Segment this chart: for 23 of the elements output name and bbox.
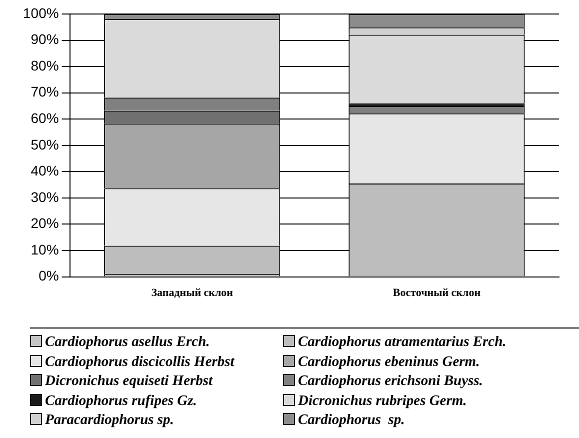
legend-label: Cardiophorus asellus Erch.: [44, 333, 211, 352]
legend-label: Cardiophorus erichsoni Buyss.: [297, 372, 484, 391]
legend-label: Cardiophorus ebeninus Germ.: [297, 352, 481, 372]
legend-label: Dicronichus rubripes Germ.: [297, 392, 468, 410]
y-tick-label: 90%: [30, 31, 59, 48]
y-tick-label: 100%: [22, 4, 59, 21]
y-tick-label: 60%: [30, 110, 59, 126]
y-tick-label: 80%: [30, 57, 59, 74]
x-tick-label: Западный склон: [151, 287, 234, 300]
y-tick-label: 50%: [30, 136, 59, 152]
legend-label: Cardiophorus sp.: [297, 411, 406, 430]
x-tick-label: Восточный склон: [392, 287, 482, 300]
y-tick-label: 70%: [30, 84, 59, 100]
y-tick-label: 40%: [30, 162, 59, 179]
y-tick-label: 30%: [30, 188, 59, 205]
legend-label: Cardiophorus rufipes Gz.: [44, 392, 198, 410]
y-tick-label: 10%: [30, 241, 59, 258]
legend-label: Cardiophorus atramentarius Erch.: [297, 333, 508, 352]
y-tick-label: 20%: [30, 215, 59, 232]
legend-label: Paracardiophorus sp.: [44, 411, 175, 430]
legend-label: Dicronichus equiseti Herbst: [44, 372, 214, 391]
y-tick-label: 0%: [38, 268, 59, 284]
legend-label: Cardiophorus discicollis Herbst: [44, 352, 236, 372]
